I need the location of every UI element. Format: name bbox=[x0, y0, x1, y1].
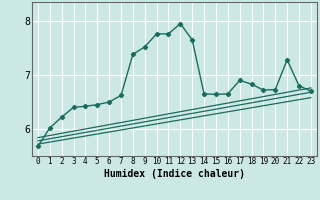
X-axis label: Humidex (Indice chaleur): Humidex (Indice chaleur) bbox=[104, 169, 245, 179]
